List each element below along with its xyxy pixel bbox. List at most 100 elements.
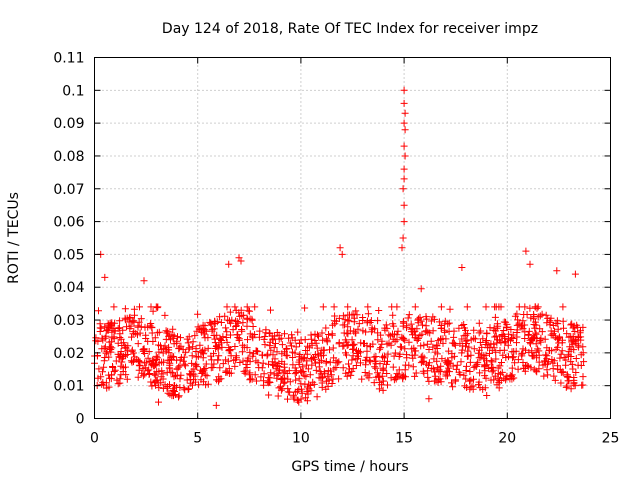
data-point	[353, 311, 361, 319]
data-point	[526, 304, 534, 312]
data-point	[284, 395, 291, 403]
data-point	[509, 335, 517, 342]
data-point	[563, 371, 571, 379]
data-point	[136, 303, 143, 311]
data-point	[401, 345, 409, 353]
data-point	[325, 331, 332, 338]
data-point	[134, 373, 142, 381]
data-point	[151, 371, 159, 379]
data-point	[302, 373, 310, 381]
data-point	[184, 386, 192, 393]
data-point	[544, 371, 552, 379]
data-point	[164, 389, 172, 397]
data-point	[361, 369, 369, 376]
data-point	[243, 303, 251, 311]
data-point	[192, 378, 199, 386]
data-point	[99, 368, 106, 376]
data-point	[166, 361, 174, 369]
data-point	[567, 385, 575, 393]
data-point	[396, 350, 404, 358]
data-point	[264, 378, 272, 386]
data-point	[231, 343, 239, 350]
data-point	[375, 385, 383, 393]
data-point	[375, 307, 383, 314]
data-point	[423, 340, 431, 348]
data-point	[556, 366, 564, 374]
data-point	[511, 359, 519, 367]
data-point	[519, 317, 527, 325]
data-point	[141, 364, 149, 372]
data-point	[323, 338, 331, 346]
data-point	[571, 382, 579, 390]
data-point	[498, 332, 506, 340]
data-point	[491, 333, 499, 341]
data-point	[280, 363, 288, 371]
data-point	[247, 375, 255, 383]
data-point	[377, 331, 385, 339]
data-point	[286, 339, 294, 347]
data-point	[531, 303, 539, 311]
data-point	[445, 319, 453, 327]
data-point	[193, 327, 201, 335]
data-point	[574, 361, 582, 369]
data-point	[372, 364, 380, 372]
data-point	[427, 317, 435, 325]
data-point	[404, 314, 412, 322]
data-point	[102, 349, 110, 357]
data-point	[211, 335, 219, 343]
data-point	[527, 314, 535, 322]
data-point	[216, 334, 224, 342]
data-point	[533, 304, 541, 312]
data-point	[163, 329, 171, 337]
data-point	[339, 312, 347, 320]
data-point	[482, 303, 490, 311]
data-point	[225, 344, 233, 352]
data-point	[335, 375, 343, 383]
data-point	[382, 321, 390, 329]
data-point	[513, 339, 520, 347]
data-point	[177, 342, 185, 350]
data-point	[470, 334, 478, 342]
data-point	[513, 329, 521, 336]
data-point	[347, 371, 355, 379]
data-point	[442, 335, 450, 343]
data-point	[128, 333, 135, 341]
data-point	[277, 386, 285, 394]
data-point	[117, 348, 125, 355]
data-point	[217, 319, 225, 326]
data-point	[332, 357, 340, 365]
data-point	[154, 303, 162, 311]
data-point	[121, 314, 129, 322]
y-tick-label: 0.09	[53, 116, 84, 132]
data-point	[266, 342, 274, 350]
data-point	[226, 308, 234, 316]
data-point	[558, 339, 566, 347]
data-point	[274, 362, 281, 370]
data-point	[473, 360, 481, 368]
data-point	[305, 380, 313, 388]
data-point	[565, 333, 573, 341]
data-point	[214, 356, 222, 364]
data-point	[400, 86, 408, 94]
data-point	[292, 343, 300, 351]
data-point	[400, 335, 408, 343]
data-point	[125, 318, 133, 326]
y-tick-label: 0.06	[53, 215, 84, 231]
data-point	[475, 346, 483, 354]
data-point	[453, 361, 461, 369]
data-point	[506, 372, 514, 380]
data-point	[570, 376, 578, 384]
data-point	[202, 360, 210, 368]
data-point	[384, 381, 391, 389]
data-point	[236, 359, 244, 366]
data-point	[134, 323, 142, 331]
data-point	[123, 375, 131, 383]
data-point	[558, 347, 566, 355]
data-point	[261, 333, 269, 340]
data-point	[213, 342, 220, 350]
data-point	[269, 335, 277, 343]
data-point	[139, 372, 147, 380]
data-point	[119, 352, 127, 360]
data-point	[157, 342, 164, 350]
data-point	[192, 361, 200, 369]
